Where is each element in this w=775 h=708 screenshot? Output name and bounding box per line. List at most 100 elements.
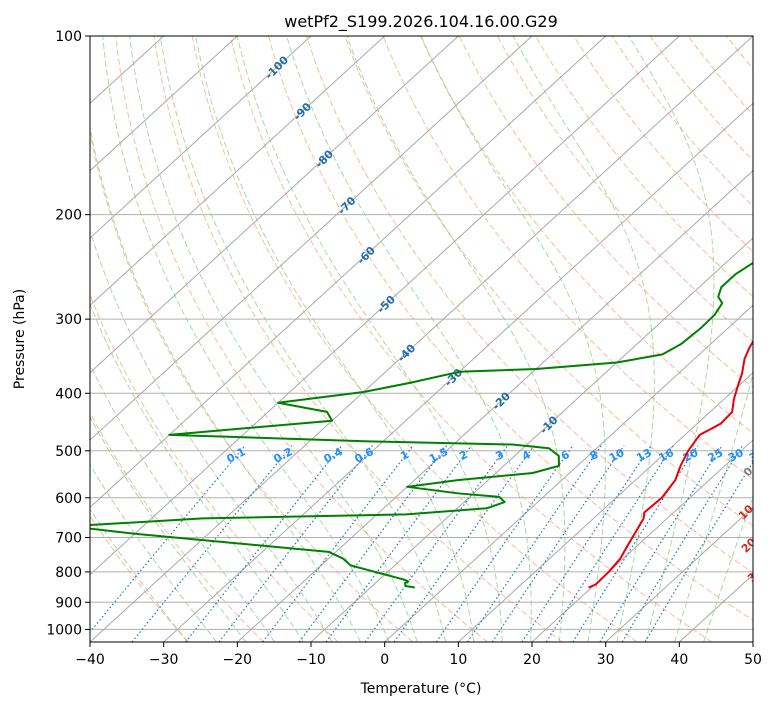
y-tick-label: 100 — [55, 29, 82, 45]
y-axis-label: Pressure (hPa) — [12, 289, 28, 389]
mixing-ratio-line — [467, 445, 602, 642]
isotherm-line — [310, 237, 753, 642]
isotherm-line — [605, 506, 753, 642]
mixing-ratio-line — [262, 445, 414, 642]
mixing-ratio-line — [644, 461, 753, 642]
mixing-ratio-label: 30 — [726, 446, 746, 465]
moist-adiabat — [90, 302, 304, 642]
moist-adiabat — [129, 36, 418, 642]
moist-adiabat — [346, 36, 566, 642]
isotherm-line — [90, 36, 238, 172]
y-tick-label: 1000 — [46, 622, 82, 638]
isotherm-line — [90, 36, 459, 374]
dry-adiabat — [191, 36, 638, 642]
dry-adiabat — [115, 36, 488, 642]
mixing-ratio-lines — [90, 445, 753, 642]
moist-adiabat — [420, 36, 606, 642]
isotherm-line — [384, 304, 753, 642]
mixing-ratio-label: 25 — [706, 446, 726, 465]
x-tick-label: −10 — [296, 652, 326, 668]
mixing-ratio-label: 16 — [656, 446, 676, 465]
isotherm-line — [90, 36, 753, 642]
dry-adiabat — [573, 36, 753, 253]
mixing-ratio-line — [298, 445, 448, 642]
mixing-ratio-line — [185, 445, 343, 642]
moist-adiabat-label: 30 — [745, 565, 765, 585]
dry-adiabat — [496, 36, 753, 343]
dry-adiabat — [90, 515, 190, 642]
isotherm-line — [163, 102, 753, 642]
plot-frame — [89, 35, 754, 643]
mixing-ratio-line — [90, 445, 246, 633]
mixing-ratio-label: 20 — [681, 446, 701, 465]
moist-adiabat — [286, 36, 532, 642]
mixing-ratio-label: 36 — [747, 446, 767, 465]
x-tick-label: 0 — [380, 652, 389, 668]
x-tick-label: 40 — [670, 652, 688, 668]
mixing-ratio-line — [364, 445, 509, 642]
isopleth-labels: 0.10.20.40.611.52346810131620253036-100-… — [225, 53, 767, 585]
y-tick-label: 500 — [55, 444, 82, 460]
x-tick-label: −30 — [149, 652, 179, 668]
moist-adiabat — [236, 36, 503, 642]
dry-adiabat — [420, 36, 753, 434]
x-axis-ticks: −40 −30 −20 −10 0 10 20 30 40 50 — [75, 642, 762, 668]
dry-adiabat — [306, 36, 753, 574]
mixing-ratio-line — [545, 445, 674, 642]
dry-adiabat — [535, 36, 753, 298]
y-tick-label: 200 — [55, 208, 82, 224]
y-tick-label: 400 — [55, 386, 82, 402]
moist-adiabat — [102, 36, 390, 642]
mixing-ratio-line — [218, 445, 373, 642]
isotherm-line — [531, 439, 753, 642]
isotherm-line — [457, 371, 753, 642]
isotherm-line — [90, 36, 680, 576]
x-tick-label: −20 — [223, 652, 253, 668]
moist-adiabat — [159, 36, 447, 642]
x-tick-label: 30 — [597, 652, 615, 668]
moist-adiabat — [674, 372, 753, 642]
mixing-ratio-line — [393, 445, 535, 642]
mixing-ratio-line — [491, 445, 625, 642]
dry-adiabat — [229, 36, 712, 642]
mixing-ratio-line — [599, 445, 723, 642]
x-tick-label: −40 — [75, 652, 105, 668]
moist-adiabat — [90, 463, 217, 642]
moist-adiabat — [195, 36, 475, 642]
y-tick-label: 300 — [55, 312, 82, 328]
dry-adiabat — [382, 36, 753, 480]
x-tick-label: 20 — [523, 652, 541, 668]
moist-adiabats — [90, 36, 753, 642]
mixing-ratio-line — [621, 445, 744, 642]
x-axis-label: Temperature (°C) — [360, 681, 482, 697]
dry-adiabat — [90, 130, 414, 642]
moist-adiabat — [90, 415, 247, 642]
mixing-ratio-line — [521, 445, 652, 642]
dry-adiabat — [649, 36, 753, 162]
isotherm-line — [236, 169, 753, 642]
x-tick-label: 10 — [449, 652, 467, 668]
dry-adiabats — [90, 36, 753, 642]
dry-adiabat — [90, 411, 264, 642]
temperature-profile-line — [588, 339, 753, 589]
mixing-ratio-label: 10 — [607, 446, 627, 465]
y-tick-label: 700 — [55, 531, 82, 547]
x-tick-label: 50 — [744, 652, 762, 668]
y-tick-label: 600 — [55, 491, 82, 507]
dry-adiabat — [90, 293, 339, 642]
y-axis-ticks: 1000 900 800 700 600 500 400 300 200 100 — [46, 29, 90, 638]
dewpoint-profile-line — [90, 261, 753, 589]
isotherms — [90, 36, 753, 642]
mixing-ratio-line — [572, 445, 699, 642]
moist-adiabat — [90, 363, 276, 642]
isotherm-line — [90, 36, 607, 509]
moist-adiabat — [90, 229, 333, 642]
sounding-profiles — [90, 261, 753, 589]
mixing-ratio-line — [435, 445, 574, 642]
isotherm-line — [90, 36, 533, 441]
plot-area: 0.10.20.40.611.52346810131620253036-100-… — [90, 36, 767, 642]
dry-adiabat — [153, 36, 563, 642]
dry-adiabat — [611, 36, 753, 207]
isotherm-line — [90, 36, 386, 307]
